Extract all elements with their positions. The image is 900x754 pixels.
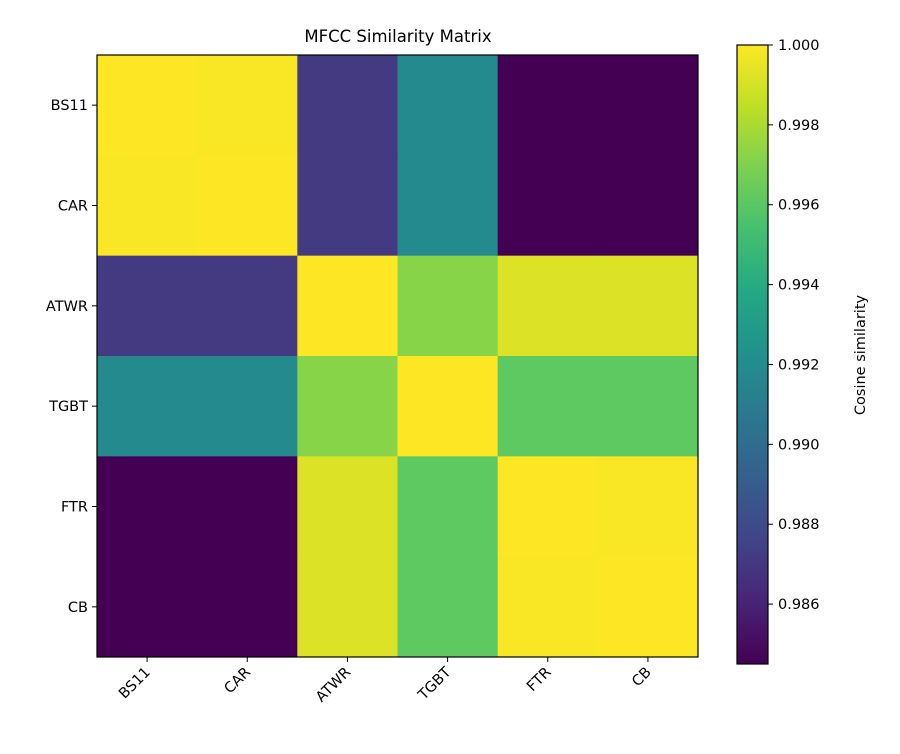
heatmap-cell [497, 55, 599, 156]
heatmap-cell [197, 155, 298, 257]
x-tick-label: CAR [221, 665, 254, 698]
y-tick-label: TGBT [48, 399, 88, 415]
heatmap-cell [497, 356, 599, 457]
y-tick-label: CB [68, 600, 88, 616]
chart-title: MFCC Similarity Matrix [304, 27, 491, 46]
colorbar-tick-label: 0.988 [778, 517, 820, 533]
heatmap-cell [197, 255, 298, 357]
heatmap-cell [297, 155, 398, 257]
heatmap-cell [597, 155, 699, 257]
heatmap-cell [397, 356, 499, 457]
heatmap-cell [297, 456, 398, 558]
heatmap-cell [197, 356, 298, 457]
plot-frame [96, 54, 699, 658]
heatmap-cell [497, 556, 599, 658]
x-tick-label: BS11 [116, 665, 154, 703]
heatmap-cell [597, 356, 699, 457]
y-tick-label: ATWR [46, 299, 88, 315]
colorbar [736, 44, 769, 665]
heatmap-cell [97, 556, 198, 658]
heatmap-cell [197, 55, 298, 156]
heatmap-cell [597, 55, 699, 156]
x-tick-label: FTR [524, 665, 554, 695]
heatmap-cell [97, 356, 198, 457]
heatmap-cell [397, 556, 499, 658]
heatmap-cell [397, 155, 499, 257]
heatmap-cell [497, 155, 599, 257]
heatmap-cell [497, 456, 599, 558]
y-tick-label: BS11 [51, 98, 88, 114]
x-tick-label: ATWR [313, 665, 354, 706]
heatmap-cell [597, 556, 699, 658]
colorbar-tick-label: 0.990 [778, 437, 820, 453]
heatmap-cell [397, 255, 499, 357]
heatmap-cell [97, 255, 198, 357]
heatmap-cell [97, 155, 198, 257]
heatmap-cell [397, 55, 499, 156]
heatmap-cell [197, 556, 298, 658]
x-tick-label: CB [629, 665, 655, 691]
colorbar-tick-label: 0.996 [778, 198, 820, 214]
colorbar-tick-label: 0.998 [778, 118, 820, 134]
y-tick-label: CAR [58, 199, 88, 215]
heatmap-cell [497, 255, 599, 357]
colorbar-tick-label: 0.986 [778, 597, 820, 613]
colorbar-tick-label: 0.994 [778, 278, 820, 294]
heatmap-cell [197, 456, 298, 558]
heatmap-cell [297, 55, 398, 156]
heatmap-cell [397, 456, 499, 558]
heatmap-cell [97, 55, 198, 156]
y-tick-label: FTR [61, 500, 88, 516]
colorbar-label: Cosine similarity [853, 294, 869, 415]
x-tick-label: TGBT [415, 664, 455, 704]
colorbar-tick-label: 0.992 [778, 357, 820, 373]
heatmap-cell [597, 456, 699, 558]
heatmap-cell [97, 456, 198, 558]
colorbar-tick-label: 1.000 [778, 38, 820, 54]
heatmap-cell [297, 255, 398, 357]
heatmap-cell [297, 556, 398, 658]
heatmap-cell [597, 255, 699, 357]
heatmap-cell [297, 356, 398, 457]
